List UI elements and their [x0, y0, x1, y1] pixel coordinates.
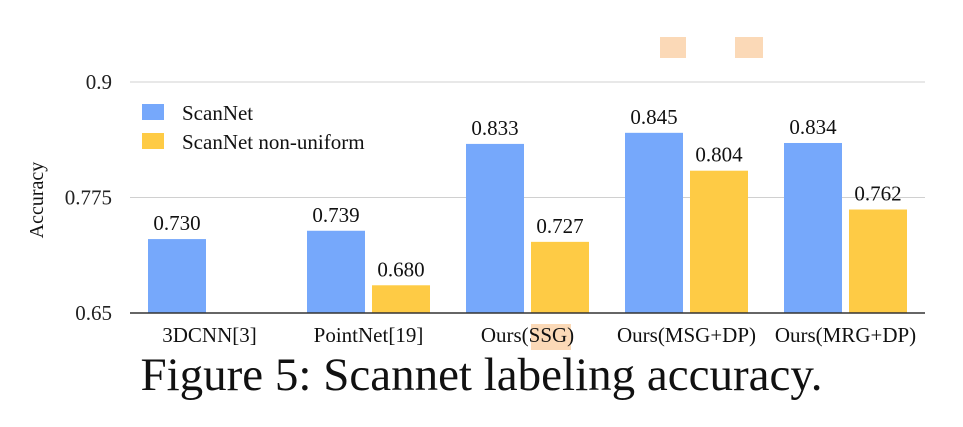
bar-scannet-non-uniform [690, 170, 748, 313]
data-label: 0.833 [471, 116, 518, 140]
bar-scannet-non-uniform [531, 241, 589, 313]
x-tick-label: PointNet[19] [314, 323, 424, 347]
bar-scannet [784, 142, 842, 313]
highlight-mark [735, 37, 763, 58]
data-label: 0.762 [854, 182, 901, 206]
data-label: 0.804 [695, 143, 743, 167]
data-label: 0.680 [377, 257, 424, 281]
data-label: 0.739 [312, 203, 359, 227]
bar-scannet [307, 230, 365, 313]
y-tick-label: 0.775 [65, 186, 112, 210]
legend-label: ScanNet [182, 101, 253, 125]
bar-scannet [148, 239, 206, 313]
y-tick-labels: 0.65 0.775 0.9 [65, 70, 112, 325]
legend-swatch [142, 104, 164, 120]
legend-swatch [142, 133, 164, 149]
highlight-mark [660, 37, 686, 58]
x-tick-label: Ours(MSG+DP) [617, 323, 756, 347]
data-label: 0.845 [630, 105, 677, 129]
data-label: 0.834 [789, 115, 837, 139]
data-label: 0.730 [153, 211, 200, 235]
y-tick-label: 0.65 [75, 301, 112, 325]
bars [148, 132, 907, 313]
x-tick-label: Ours(SSG) [481, 323, 574, 347]
data-labels: 0.730 0.739 0.680 0.833 0.727 0.845 0.804 0.834… [153, 105, 901, 281]
x-tick-labels: 3DCNN[3] PointNet[19] Ours(SSG) Ours(MSG+DP… [162, 323, 916, 347]
bar-scannet-non-uniform [372, 285, 430, 313]
bar-scannet-non-uniform [849, 209, 907, 313]
highlight-marks [531, 37, 763, 350]
bar-scannet [466, 143, 524, 313]
bar-chart: 0.730 0.739 0.680 0.833 0.727 0.845 0.804 0.834… [26, 37, 925, 350]
y-axis-label: Accuracy [26, 162, 48, 239]
figure-caption: Figure 5: Scannet labeling accuracy. [140, 349, 823, 401]
x-tick-label: Ours(MRG+DP) [775, 323, 916, 347]
legend-label: ScanNet non-uniform [182, 130, 365, 154]
bar-scannet [625, 132, 683, 313]
legend: ScanNet ScanNet non-uniform [142, 101, 365, 154]
x-tick-label: 3DCNN[3] [162, 323, 257, 347]
highlight-mark [531, 324, 571, 350]
data-label: 0.727 [536, 214, 583, 238]
y-tick-label: 0.9 [86, 70, 112, 94]
